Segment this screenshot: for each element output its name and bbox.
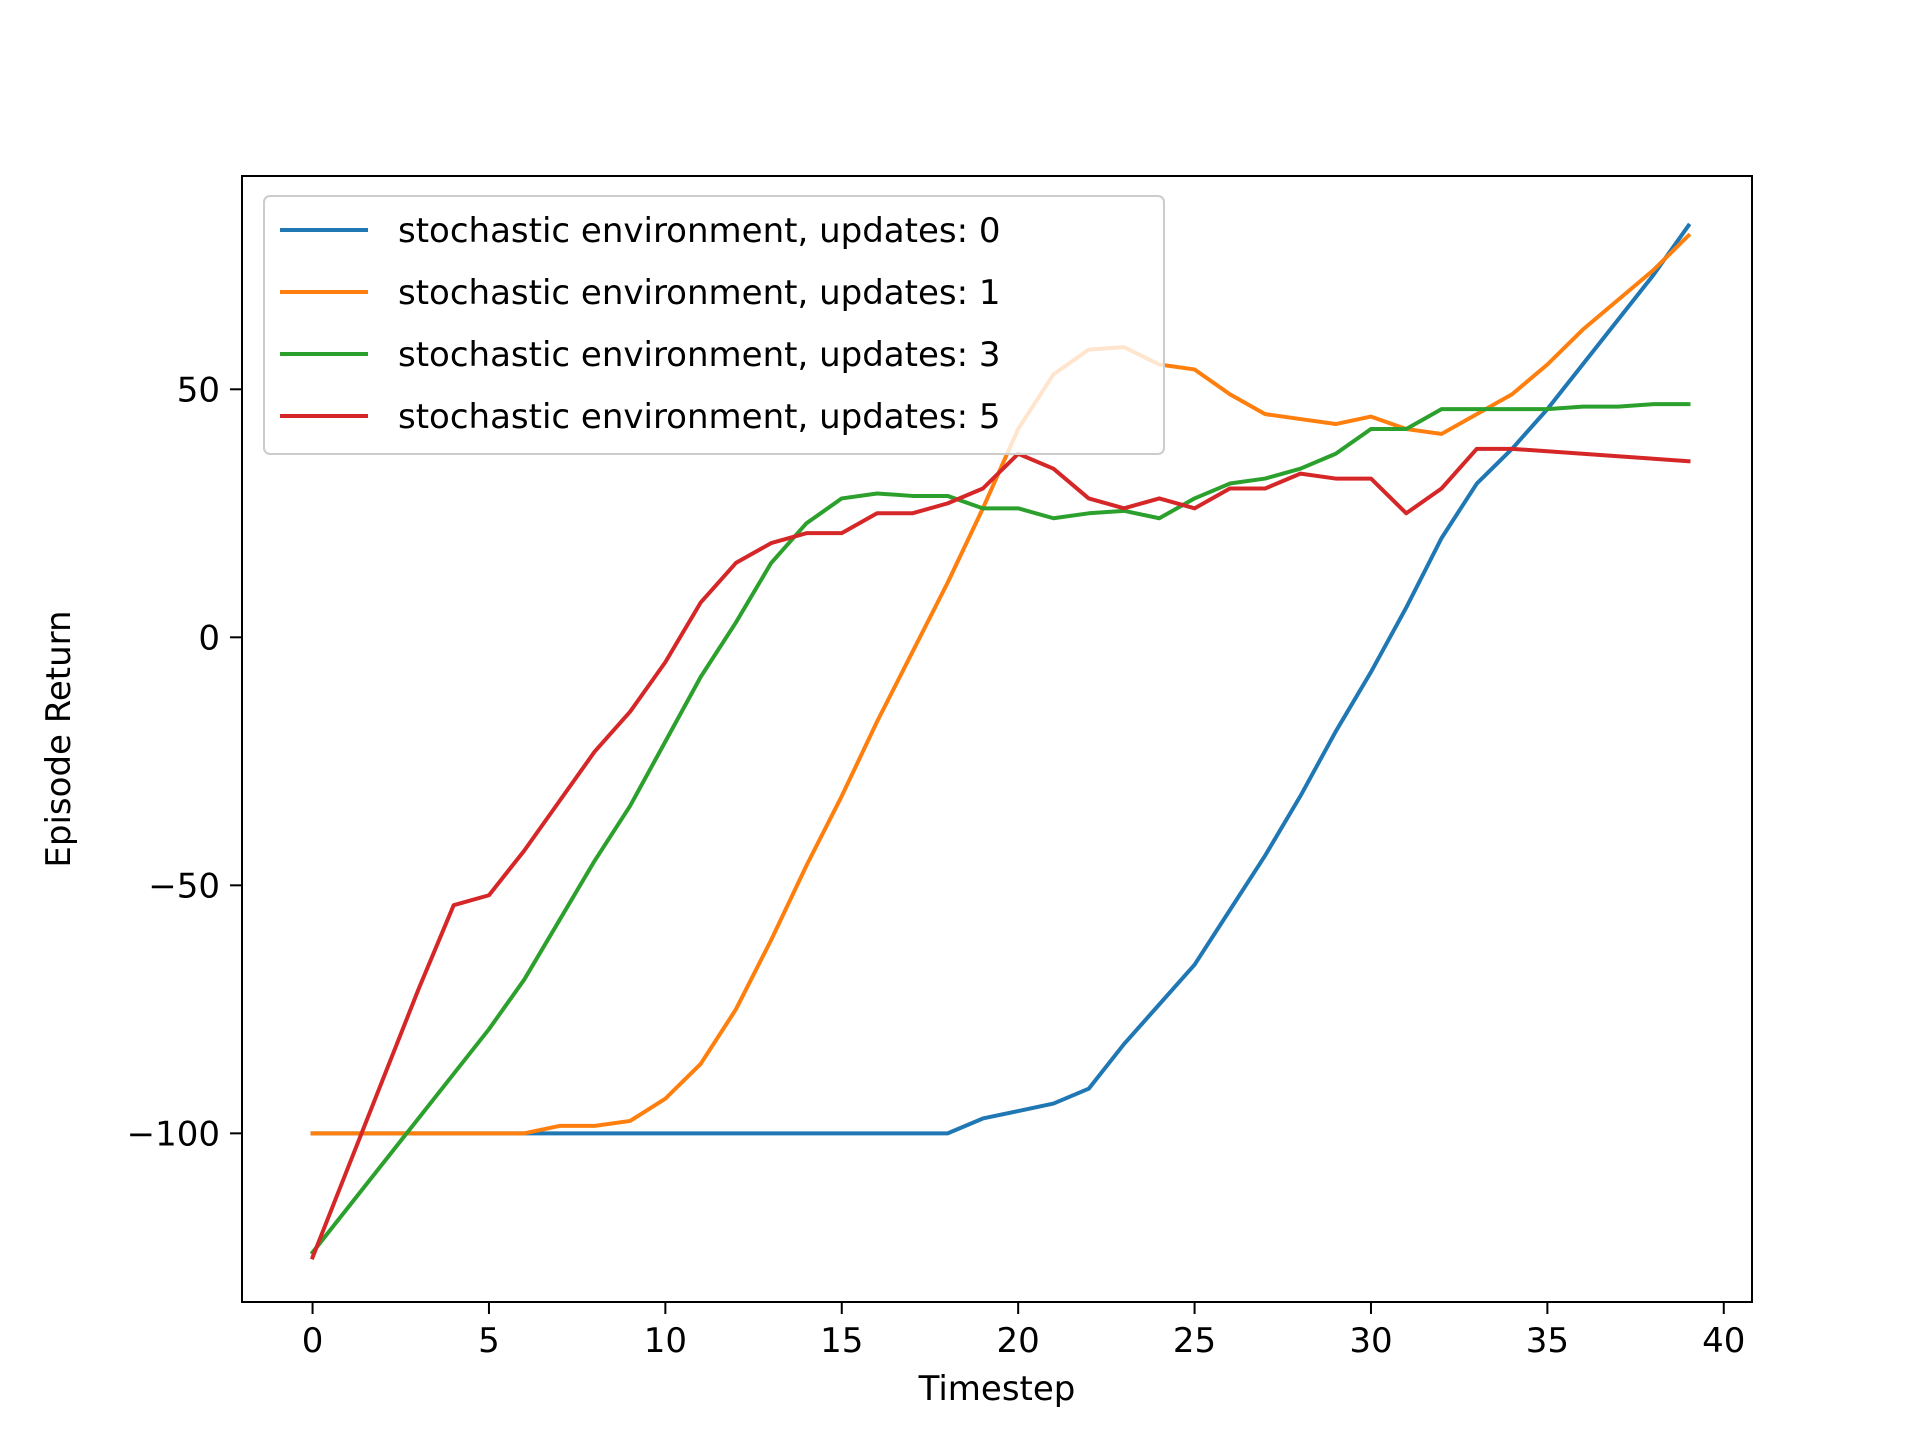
- legend-entry-label: stochastic environment, updates: 0: [398, 211, 1000, 251]
- x-axis-label: Timestep: [918, 1369, 1076, 1409]
- legend-entry-label: stochastic environment, updates: 3: [398, 335, 1000, 375]
- legend-box: [263, 195, 1165, 455]
- series-line-3: [309, 446, 1691, 1260]
- plot-frame: [241, 175, 1753, 1303]
- x-tick-label: 0: [302, 1321, 324, 1361]
- series-line-0: [310, 222, 1692, 1136]
- x-tick-label: 30: [1349, 1321, 1392, 1361]
- y-tick-label: −100: [127, 1114, 220, 1154]
- x-tick-label: 20: [997, 1321, 1040, 1361]
- x-tick-label: 15: [820, 1321, 863, 1361]
- legend-entry-label: stochastic environment, updates: 1: [398, 273, 1000, 313]
- x-tick-label: 40: [1702, 1321, 1745, 1361]
- series-line-2: [309, 402, 1691, 1256]
- x-tick-label: 35: [1526, 1321, 1569, 1361]
- y-tick-label: −50: [148, 866, 220, 906]
- x-tick-label: 25: [1173, 1321, 1216, 1361]
- legend: stochastic environment, updates: 0 stocha…: [263, 195, 1165, 455]
- y-axis: −100 −50 0 50: [127, 370, 242, 1154]
- x-tick-label: 10: [644, 1321, 687, 1361]
- y-tick-label: 50: [177, 370, 220, 410]
- y-axis-label: Episode Return: [39, 610, 79, 867]
- y-tick-label: 0: [198, 618, 220, 658]
- legend-entry-label: stochastic environment, updates: 5: [398, 397, 1000, 437]
- x-axis: 0 5 10 15 20 25 30 35 40: [302, 1302, 1745, 1361]
- series-layer: [309, 222, 1692, 1260]
- x-tick-label: 5: [478, 1321, 500, 1361]
